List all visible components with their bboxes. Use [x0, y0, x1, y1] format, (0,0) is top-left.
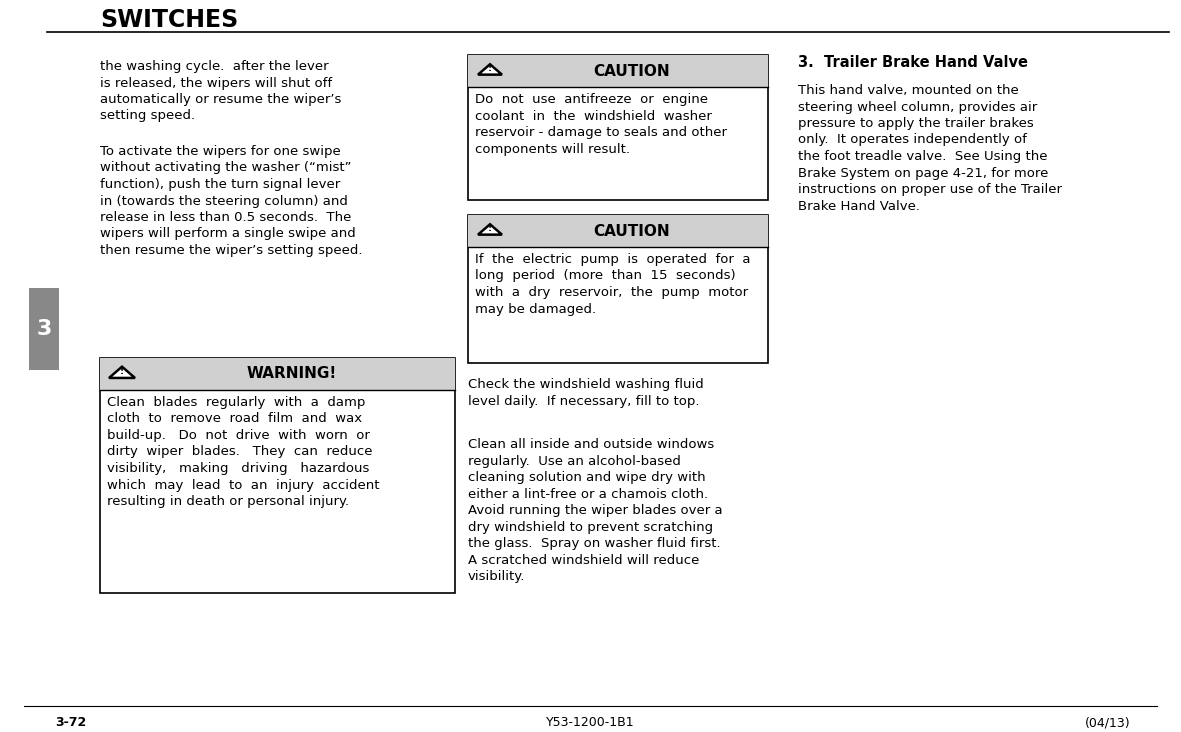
- Text: Check the windshield washing fluid
level daily.  If necessary, fill to top.: Check the windshield washing fluid level…: [468, 378, 704, 408]
- Text: (04/13): (04/13): [1084, 716, 1130, 729]
- Text: To activate the wipers for one swipe
without activating the washer (“mist”
funct: To activate the wipers for one swipe wit…: [100, 145, 363, 257]
- Text: If  the  electric  pump  is  operated  for  a
long  period  (more  than  15  sec: If the electric pump is operated for a l…: [475, 253, 750, 315]
- Text: Clean all inside and outside windows
regularly.  Use an alcohol-based
cleaning s: Clean all inside and outside windows reg…: [468, 438, 723, 583]
- Text: WARNING!: WARNING!: [247, 367, 337, 381]
- Text: SWITCHES: SWITCHES: [100, 8, 239, 32]
- Text: This hand valve, mounted on the
steering wheel column, provides air
pressure to : This hand valve, mounted on the steering…: [798, 84, 1062, 212]
- Text: !: !: [488, 224, 492, 233]
- FancyBboxPatch shape: [100, 358, 455, 593]
- Text: the washing cycle.  after the lever
is released, the wipers will shut off
automa: the washing cycle. after the lever is re…: [100, 60, 341, 122]
- Text: Clean  blades  regularly  with  a  damp
cloth  to  remove  road  film  and  wax
: Clean blades regularly with a damp cloth…: [107, 396, 379, 508]
- FancyBboxPatch shape: [468, 215, 768, 363]
- Polygon shape: [478, 64, 502, 75]
- Text: Do  not  use  antifreeze  or  engine
coolant  in  the  windshield  washer
reserv: Do not use antifreeze or engine coolant …: [475, 93, 727, 155]
- FancyBboxPatch shape: [468, 215, 768, 247]
- Text: 3: 3: [37, 319, 52, 339]
- FancyBboxPatch shape: [468, 55, 768, 87]
- Polygon shape: [109, 367, 135, 378]
- Text: CAUTION: CAUTION: [594, 64, 671, 78]
- Text: !: !: [120, 367, 124, 376]
- FancyBboxPatch shape: [30, 288, 59, 370]
- FancyBboxPatch shape: [100, 358, 455, 390]
- Text: 3-72: 3-72: [56, 716, 86, 729]
- Text: 3.  Trailer Brake Hand Valve: 3. Trailer Brake Hand Valve: [798, 55, 1027, 70]
- Text: CAUTION: CAUTION: [594, 223, 671, 239]
- FancyBboxPatch shape: [468, 55, 768, 200]
- Text: Y53-1200-1B1: Y53-1200-1B1: [546, 716, 634, 729]
- Text: !: !: [488, 64, 492, 73]
- Polygon shape: [478, 224, 502, 235]
